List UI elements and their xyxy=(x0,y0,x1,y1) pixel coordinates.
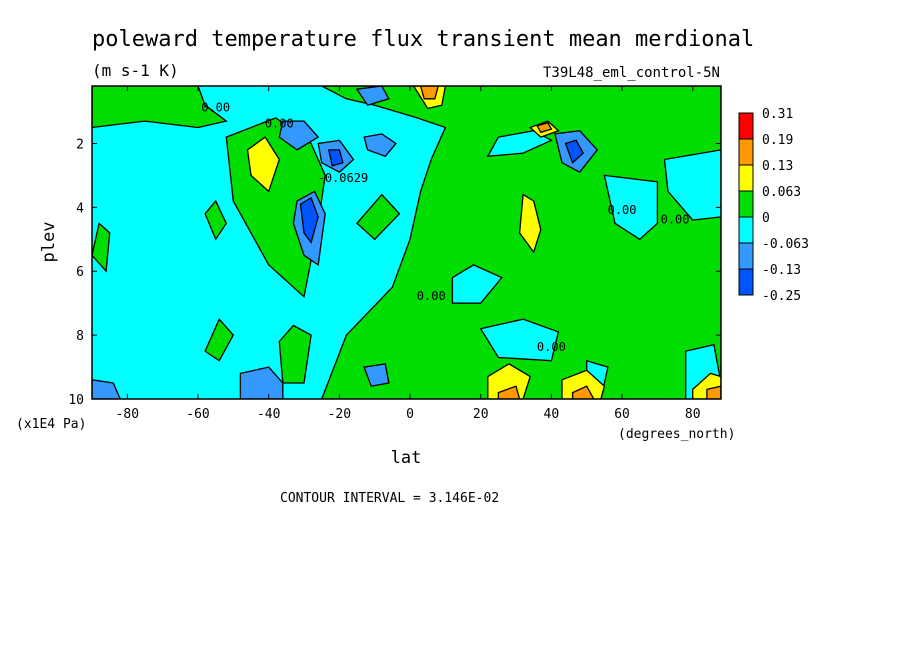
orange-region-2 xyxy=(497,385,521,399)
legend-swatch-0 xyxy=(738,112,754,140)
contour-label-6: 0.00 xyxy=(661,212,690,226)
contour-label-2: -0.0629 xyxy=(318,171,369,185)
legend-swatch-3 xyxy=(738,190,754,218)
cyan_in_green-region-3 xyxy=(603,174,659,241)
legend-level-label-2: 0.13 xyxy=(762,159,793,174)
chart-title: poleward temperature flux transient mean… xyxy=(92,27,754,52)
dataset-label: T39L48_eml_control-5N xyxy=(543,65,720,81)
color-legend: 0.31 0.19 0.13 0.063 0 -0.063 -0.13 -0.25 xyxy=(738,107,809,304)
x-tick-label-1: -60 xyxy=(186,407,209,422)
yellow-region-0 xyxy=(246,136,281,193)
legend-swatch-5 xyxy=(738,242,754,270)
orange-region-3 xyxy=(571,385,595,399)
x-tick-label-5: 20 xyxy=(473,407,489,422)
orange-region-1 xyxy=(536,121,553,134)
green-region-7 xyxy=(356,193,401,241)
cyan_in_green-region-2 xyxy=(479,318,560,362)
contour-interval-note: CONTOUR INTERVAL = 3.146E-02 xyxy=(280,491,499,506)
green-region-4 xyxy=(204,199,228,241)
contour-label-4: 0.00 xyxy=(537,340,566,354)
yellow-region-1 xyxy=(518,193,542,254)
contour-label-3: 0.00 xyxy=(417,289,446,303)
blue-contour-line-2 xyxy=(292,190,326,266)
x-tick-label-6: 40 xyxy=(544,407,560,422)
x-tick-label-0: -80 xyxy=(116,407,139,422)
y-tick-label-3: 8 xyxy=(76,329,84,344)
blue-contour-line-0 xyxy=(278,120,319,151)
blue-contour-line-3 xyxy=(363,133,397,157)
contour-label-5: 0.00 xyxy=(608,203,637,217)
blue-contour-line-6 xyxy=(363,363,390,387)
y-axis-ticks: 2 4 6 8 10 xyxy=(68,137,721,408)
green-region-5 xyxy=(204,318,235,362)
y-axis-title: plev xyxy=(39,222,59,263)
cyan_in_green-region-0 xyxy=(486,130,553,158)
darkblue-contour-line-1 xyxy=(328,149,344,167)
cyan_in_green-region-1 xyxy=(451,264,503,304)
x-tick-label-2: -40 xyxy=(257,407,280,422)
units-label: (m s-1 K) xyxy=(92,61,179,80)
x-tick-label-4: 0 xyxy=(406,407,414,422)
yellow-region-4 xyxy=(487,363,531,399)
green-region-6 xyxy=(278,324,312,384)
y-tick-label-4: 10 xyxy=(68,393,84,408)
green-region-0 xyxy=(321,86,721,399)
legend-level-label-0: 0.31 xyxy=(762,107,793,122)
contour-plot-area: 0.00 0.00 -0.0629 0.00 0.00 0.00 0.00 0.00 xyxy=(92,75,721,399)
plot-frame xyxy=(91,85,722,400)
y-tick-label-1: 4 xyxy=(76,201,84,216)
legend-swatch-2 xyxy=(738,164,754,192)
orange-region-0 xyxy=(419,86,439,100)
y-units-label: (x1E4 Pa) xyxy=(16,417,86,432)
cyan_in_green-region-4 xyxy=(663,149,721,221)
yellow-region-5 xyxy=(561,369,606,399)
x-axis-ticks: -80 -60 -40 -20 0 20 40 60 80 xyxy=(116,86,701,422)
blue-contour-line-5 xyxy=(240,366,284,399)
blue-contour-line-4 xyxy=(356,86,390,106)
legend-level-label-7: -0.25 xyxy=(762,289,801,304)
contour-label-7: 0.00 xyxy=(350,75,379,89)
green-region-3 xyxy=(92,222,111,273)
x-tick-label-8: 80 xyxy=(685,407,701,422)
blue-region-7 xyxy=(92,379,122,399)
legend-level-label-6: -0.13 xyxy=(762,263,801,278)
darkblue-contour-line-2 xyxy=(564,139,584,164)
legend-level-label-1: 0.19 xyxy=(762,133,793,148)
legend-swatch-1 xyxy=(738,138,754,166)
legend-level-label-3: 0.063 xyxy=(762,185,801,200)
contour-label-0: 0.00 xyxy=(201,101,230,115)
legend-level-label-5: -0.063 xyxy=(762,237,809,252)
legend-level-label-4: 0 xyxy=(762,211,770,226)
blue-contour-line-8 xyxy=(554,130,598,173)
x-axis-title: lat xyxy=(391,448,422,468)
x-tick-label-7: 60 xyxy=(614,407,630,422)
y-tick-label-2: 6 xyxy=(76,265,84,280)
green-region-1 xyxy=(92,86,228,129)
blue-contour-line-1 xyxy=(317,139,355,173)
orange-region-4 xyxy=(706,385,721,399)
y-tick-label-0: 2 xyxy=(76,137,84,152)
legend-swatch-6 xyxy=(738,268,754,296)
x-units-label: (degrees_north) xyxy=(618,427,735,442)
darkblue-contour-line-0 xyxy=(300,197,319,244)
legend-swatch-4 xyxy=(738,216,754,244)
contour-label-1: 0.00 xyxy=(265,117,294,131)
x-tick-label-3: -20 xyxy=(328,407,351,422)
